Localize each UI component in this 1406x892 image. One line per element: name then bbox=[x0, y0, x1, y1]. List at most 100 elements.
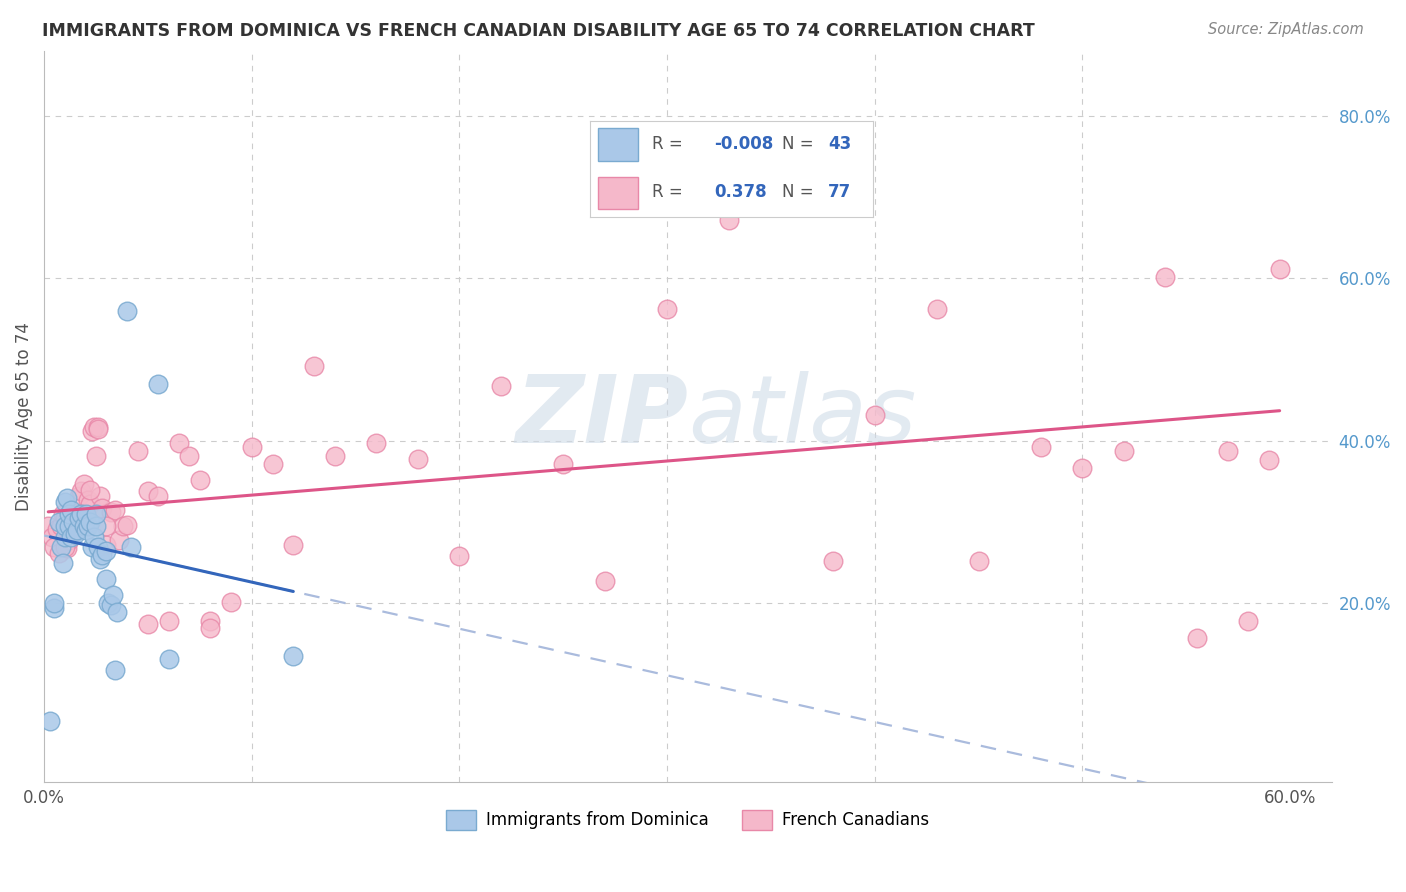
Point bbox=[79, 497, 101, 511]
Point bbox=[44, 597, 66, 611]
Point bbox=[115, 303, 138, 318]
Legend: Immigrants from Dominica, French Canadians: Immigrants from Dominica, French Canadia… bbox=[440, 804, 936, 836]
Text: N =: N = bbox=[783, 183, 814, 201]
Y-axis label: Disability Age 65 to 74: Disability Age 65 to 74 bbox=[15, 322, 32, 511]
Point bbox=[111, 519, 134, 533]
Text: 77: 77 bbox=[828, 183, 851, 201]
Text: R =: R = bbox=[652, 135, 683, 153]
Point bbox=[97, 597, 120, 611]
Point bbox=[79, 515, 101, 529]
Point bbox=[58, 507, 80, 521]
Point bbox=[49, 519, 72, 533]
Text: IMMIGRANTS FROM DOMINICA VS FRENCH CANADIAN DISABILITY AGE 65 TO 74 CORRELATION : IMMIGRANTS FROM DOMINICA VS FRENCH CANAD… bbox=[42, 22, 1035, 40]
Point bbox=[148, 489, 170, 503]
Point bbox=[48, 546, 70, 560]
Point bbox=[136, 616, 159, 631]
Point bbox=[62, 519, 84, 533]
Point bbox=[52, 556, 75, 570]
Point bbox=[91, 548, 114, 562]
Point bbox=[593, 574, 616, 588]
Point bbox=[44, 600, 66, 615]
Point bbox=[65, 527, 87, 541]
Point bbox=[53, 530, 76, 544]
Point bbox=[157, 652, 180, 666]
Point bbox=[1258, 452, 1281, 467]
Point bbox=[75, 508, 97, 523]
Point bbox=[120, 540, 142, 554]
Point bbox=[84, 507, 107, 521]
Point bbox=[70, 484, 93, 499]
Point bbox=[80, 424, 103, 438]
Text: 43: 43 bbox=[828, 135, 851, 153]
Point bbox=[167, 436, 190, 450]
Text: -0.008: -0.008 bbox=[714, 135, 773, 153]
Point bbox=[366, 436, 388, 450]
Point bbox=[219, 595, 242, 609]
Point bbox=[823, 554, 845, 568]
Text: Source: ZipAtlas.com: Source: ZipAtlas.com bbox=[1208, 22, 1364, 37]
Point bbox=[44, 540, 66, 554]
Point bbox=[1185, 631, 1208, 645]
Point bbox=[1154, 269, 1177, 284]
Point bbox=[188, 473, 211, 487]
Point bbox=[56, 491, 79, 505]
Point bbox=[72, 477, 94, 491]
Point bbox=[89, 489, 111, 503]
Point bbox=[66, 524, 89, 538]
Point bbox=[58, 533, 80, 547]
Point bbox=[76, 493, 98, 508]
Point bbox=[406, 451, 429, 466]
Point bbox=[53, 495, 76, 509]
Point bbox=[75, 524, 97, 538]
Point bbox=[53, 519, 76, 533]
Point bbox=[967, 554, 990, 568]
Point bbox=[240, 441, 263, 455]
Point bbox=[283, 648, 305, 663]
Point bbox=[87, 420, 110, 434]
Point bbox=[83, 530, 105, 544]
Point bbox=[100, 598, 122, 612]
Point bbox=[136, 484, 159, 499]
Point bbox=[148, 376, 170, 391]
Point bbox=[53, 511, 76, 525]
Text: atlas: atlas bbox=[688, 371, 917, 462]
Point bbox=[75, 507, 97, 521]
Point bbox=[1268, 261, 1291, 276]
Point bbox=[52, 507, 75, 521]
Point bbox=[262, 457, 284, 471]
Point bbox=[104, 503, 127, 517]
Point bbox=[66, 524, 89, 538]
Point bbox=[1216, 444, 1239, 458]
Point bbox=[87, 422, 110, 436]
Point bbox=[49, 540, 72, 554]
Text: R =: R = bbox=[652, 183, 683, 201]
Point bbox=[655, 302, 678, 317]
Point bbox=[45, 522, 67, 536]
Point bbox=[76, 519, 98, 533]
Text: N =: N = bbox=[783, 135, 814, 153]
Point bbox=[67, 511, 90, 525]
Point bbox=[100, 505, 122, 519]
Point bbox=[1112, 444, 1135, 458]
Point bbox=[37, 519, 59, 533]
Point bbox=[200, 615, 222, 629]
Point bbox=[863, 408, 886, 422]
Point bbox=[84, 519, 107, 533]
Point bbox=[200, 621, 222, 635]
Point bbox=[104, 663, 127, 677]
Point bbox=[79, 483, 101, 497]
Point bbox=[72, 519, 94, 533]
Point bbox=[53, 540, 76, 554]
Point bbox=[70, 507, 93, 521]
Text: 0.378: 0.378 bbox=[714, 183, 768, 201]
Point bbox=[58, 507, 80, 521]
Point bbox=[96, 519, 118, 533]
Point bbox=[96, 543, 118, 558]
Point bbox=[96, 538, 118, 552]
Point bbox=[157, 615, 180, 629]
Point bbox=[1237, 615, 1260, 629]
Point bbox=[62, 515, 84, 529]
Point bbox=[108, 533, 131, 547]
Point bbox=[115, 517, 138, 532]
Point bbox=[925, 302, 948, 317]
